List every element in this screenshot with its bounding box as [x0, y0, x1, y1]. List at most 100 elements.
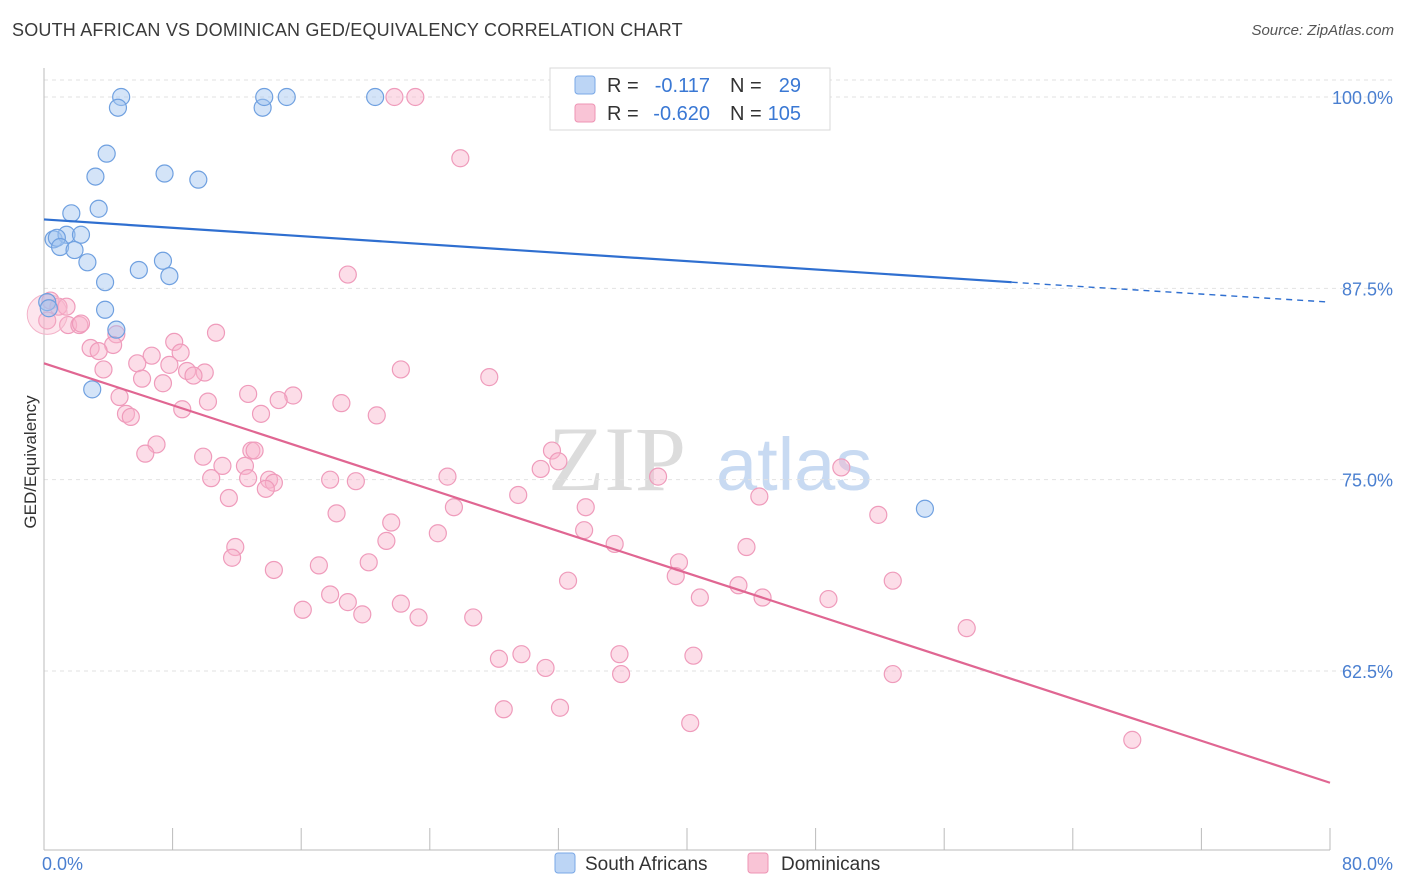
point-dominicans — [245, 441, 264, 460]
point-dominicans — [509, 485, 528, 505]
point-south-africans — [97, 144, 116, 163]
point-dominicans — [171, 343, 190, 362]
point-dominicans — [444, 498, 464, 517]
x-tick-label: 0.0% — [42, 854, 83, 874]
point-dominicans — [165, 332, 184, 352]
point-dominicans — [883, 664, 902, 684]
point-dominicans — [177, 361, 197, 381]
trend-line-south-africans-extension — [1011, 281, 1331, 303]
point-dominicans — [153, 374, 173, 393]
point-dominicans — [327, 504, 346, 523]
point-dominicans — [321, 585, 340, 604]
point-dominicans — [576, 498, 595, 517]
point-dominicans — [464, 608, 483, 627]
point-south-africans — [255, 87, 274, 107]
point-dominicans — [531, 459, 550, 479]
y-tick-label: 62.5% — [1342, 662, 1393, 682]
chart-title: SOUTH AFRICAN VS DOMINICAN GED/EQUIVALEN… — [12, 20, 683, 40]
point-dominicans — [451, 149, 470, 168]
point-dominicans — [26, 293, 68, 335]
point-dominicans — [648, 467, 668, 486]
point-dominicans — [202, 469, 221, 488]
y-axis-label: GED/Equivalency — [21, 395, 40, 529]
point-south-africans — [62, 204, 81, 223]
point-south-africans — [277, 87, 296, 107]
point-south-africans — [38, 293, 57, 312]
point-dominicans — [195, 363, 214, 382]
south-africans-points — [38, 87, 935, 518]
legend-swatch-dominicans — [747, 852, 769, 874]
point-dominicans — [198, 392, 218, 411]
point-dominicans — [184, 366, 203, 385]
point-dominicans — [575, 521, 594, 540]
point-dominicans — [406, 87, 425, 107]
point-dominicans — [94, 360, 113, 379]
point-dominicans — [385, 87, 404, 107]
x-tick-label: 80.0% — [1342, 854, 1393, 874]
point-dominicans — [116, 404, 136, 423]
point-dominicans — [321, 470, 340, 489]
point-dominicans — [377, 531, 396, 550]
chart-source: Source: ZipAtlas.com — [1251, 22, 1394, 39]
point-dominicans — [681, 713, 700, 733]
point-dominicans — [121, 407, 140, 427]
y-tick-label: 100.0% — [1332, 88, 1393, 108]
point-south-africans — [71, 225, 91, 244]
point-south-africans — [83, 380, 102, 399]
point-dominicans — [611, 664, 631, 684]
point-south-africans — [160, 266, 179, 286]
point-dominicans — [213, 456, 232, 475]
point-dominicans — [239, 384, 258, 404]
point-south-africans — [95, 273, 115, 292]
point-dominicans — [737, 537, 756, 557]
x-tick-labels: 0.0% 80.0% — [42, 854, 1393, 874]
point-dominicans — [367, 406, 386, 425]
trend-line-dominicans — [43, 362, 1331, 784]
point-south-africans — [155, 164, 174, 183]
point-dominicans — [684, 646, 703, 665]
point-dominicans — [353, 605, 372, 624]
point-dominicans — [251, 404, 271, 423]
point-dominicans — [409, 608, 428, 627]
point-dominicans — [957, 619, 976, 638]
point-south-africans — [915, 499, 935, 518]
point-dominicans — [194, 447, 213, 466]
point-south-africans — [112, 87, 131, 107]
legend-swatch-south-africans — [554, 852, 576, 874]
point-dominicans — [1123, 730, 1142, 749]
point-dominicans — [438, 467, 457, 486]
point-dominicans — [226, 537, 245, 557]
point-south-africans — [78, 253, 97, 272]
point-dominicans — [480, 368, 499, 387]
point-dominicans — [269, 390, 288, 410]
point-south-africans — [189, 170, 208, 189]
stats-r-value: -0.620 — [653, 103, 710, 125]
point-south-africans — [153, 251, 173, 270]
point-dominicans — [206, 323, 226, 342]
point-south-africans — [39, 299, 58, 318]
point-dominicans — [107, 325, 126, 344]
point-dominicans — [160, 355, 179, 374]
point-dominicans — [542, 441, 562, 460]
point-dominicans — [128, 354, 147, 373]
trend-line-south-africans — [43, 218, 1012, 284]
point-dominicans — [264, 560, 283, 580]
bottom-legend: South Africans Dominicans — [554, 852, 880, 875]
point-dominicans — [222, 548, 242, 567]
point-dominicans — [536, 658, 555, 678]
y-tick-label: 87.5% — [1342, 279, 1393, 299]
point-south-africans — [95, 300, 115, 319]
stats-r-label: R = — [607, 103, 639, 125]
point-dominicans — [136, 444, 155, 463]
point-dominicans — [869, 505, 888, 524]
point-dominicans — [219, 488, 238, 508]
point-dominicans — [391, 594, 410, 613]
point-south-africans — [366, 87, 385, 107]
point-dominicans — [338, 265, 357, 284]
point-dominicans — [346, 472, 365, 491]
point-dominicans — [819, 589, 838, 609]
point-dominicans — [71, 314, 91, 333]
point-dominicans — [750, 487, 769, 506]
point-south-africans — [129, 260, 148, 280]
